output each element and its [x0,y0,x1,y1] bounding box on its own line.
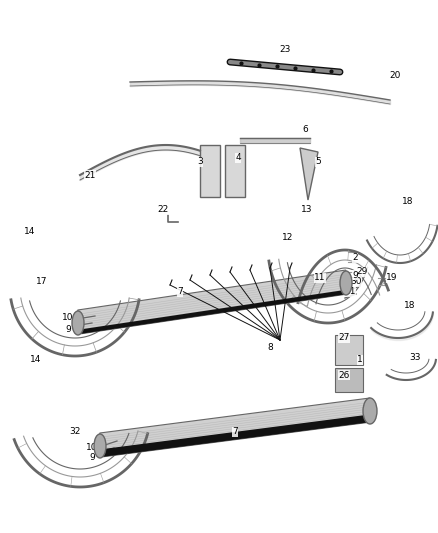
Text: 20: 20 [389,70,401,79]
Text: 12: 12 [283,233,294,243]
Text: 3: 3 [197,157,203,166]
Text: 27: 27 [338,334,350,343]
Text: 1: 1 [357,356,363,365]
Text: 7: 7 [232,427,238,437]
Text: 7: 7 [177,287,183,296]
Text: 5: 5 [315,157,321,166]
Text: 18: 18 [404,301,416,310]
Polygon shape [78,270,349,334]
Ellipse shape [363,398,377,424]
Text: 14: 14 [30,356,42,365]
Text: 11: 11 [314,273,326,282]
Text: 26: 26 [338,370,350,379]
Text: 9: 9 [65,326,71,335]
Text: 17: 17 [36,278,48,287]
Text: 9: 9 [89,454,95,463]
Text: 8: 8 [267,343,273,352]
Text: 33: 33 [409,353,421,362]
Polygon shape [81,289,349,334]
Text: 14: 14 [25,228,35,237]
Text: 32: 32 [69,427,81,437]
Text: 23: 23 [279,45,291,54]
Ellipse shape [72,311,84,335]
Text: 13: 13 [301,206,313,214]
FancyBboxPatch shape [225,145,245,197]
Bar [335,335,363,365]
Ellipse shape [94,434,106,458]
Text: 19: 19 [386,273,398,282]
Bar [318,282,328,292]
Bar [335,368,363,392]
Text: 29: 29 [356,268,367,277]
Text: 21: 21 [84,171,95,180]
Polygon shape [102,414,373,457]
Text: 2: 2 [352,254,358,262]
Polygon shape [300,148,318,200]
Text: 9: 9 [352,271,358,279]
Text: 18: 18 [402,198,414,206]
Text: 22: 22 [157,206,169,214]
Text: 10: 10 [86,442,98,451]
Text: 6: 6 [302,125,308,134]
Text: 30: 30 [350,278,362,287]
Text: 10: 10 [62,313,74,322]
Polygon shape [100,398,373,457]
Text: 31: 31 [344,287,356,296]
Text: 4: 4 [235,154,241,163]
Ellipse shape [340,271,352,295]
FancyBboxPatch shape [200,145,220,197]
